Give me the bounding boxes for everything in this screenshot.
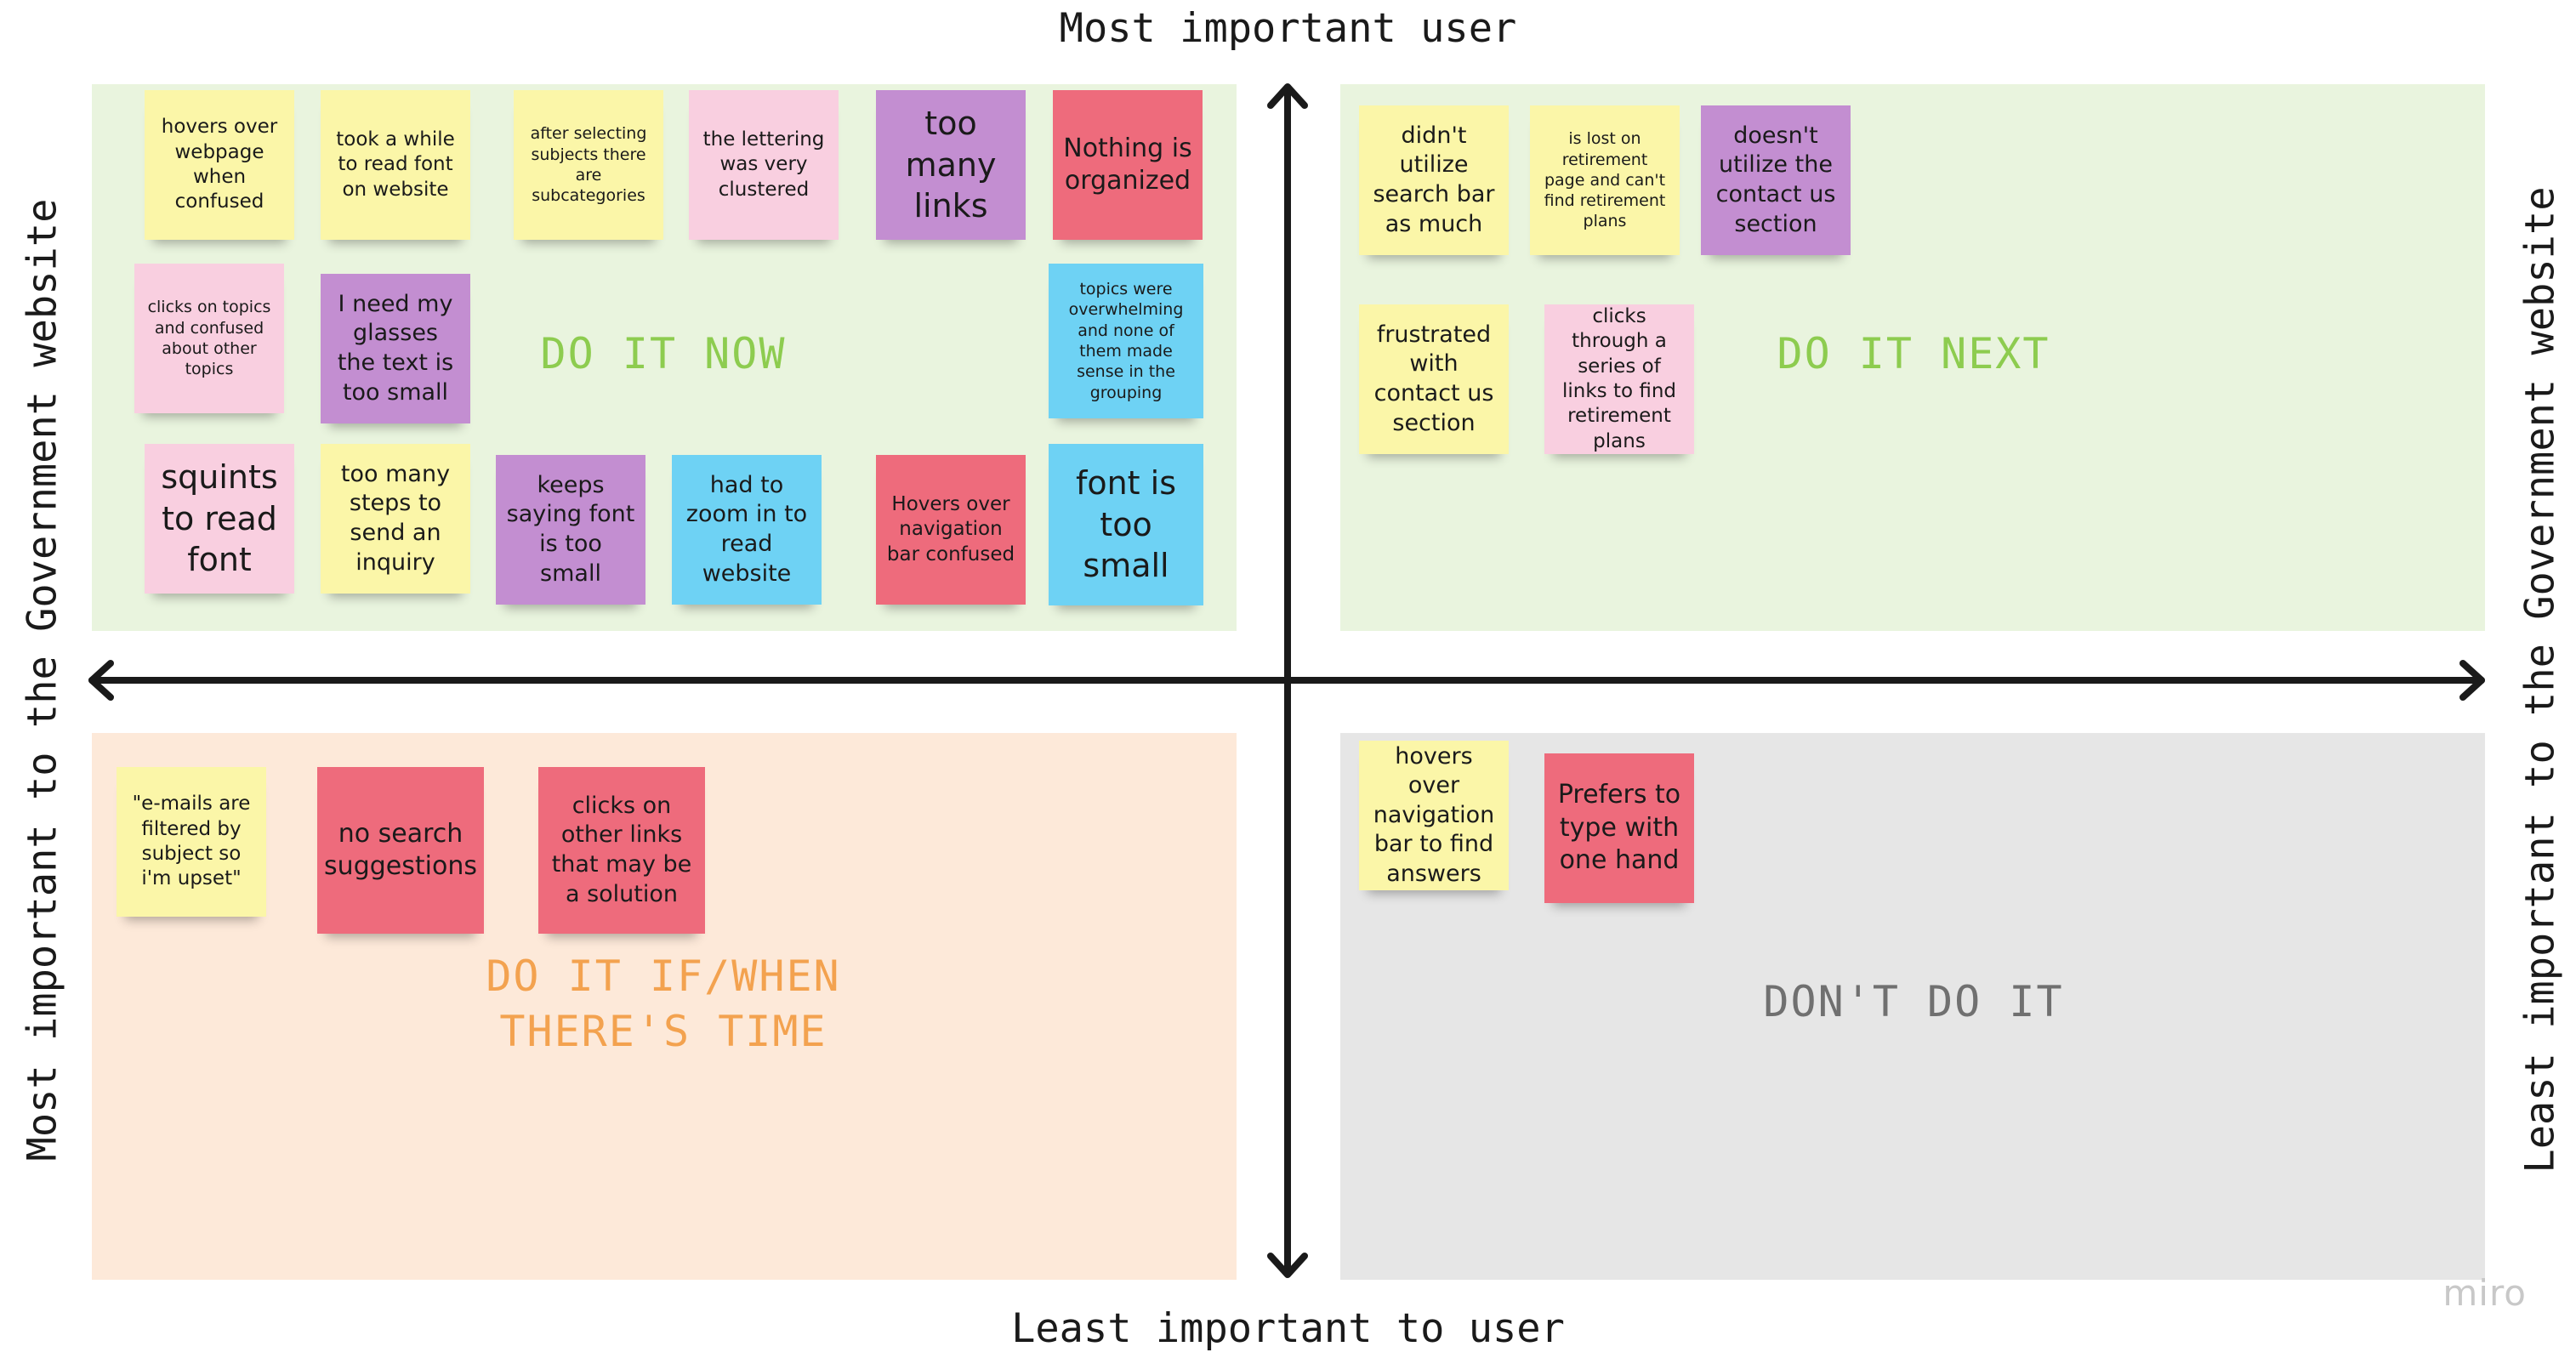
sticky-note[interactable]: Prefers to type with one hand <box>1544 753 1694 903</box>
sticky-note[interactable]: frustrated with contact us section <box>1359 304 1509 454</box>
miro-logo: miro <box>2442 1272 2527 1314</box>
sticky-note[interactable]: Hovers over navigation bar confused <box>876 455 1026 605</box>
sticky-note[interactable]: too many links <box>876 90 1026 240</box>
sticky-note[interactable]: keeps saying font is too small <box>496 455 645 605</box>
sticky-note[interactable]: didn't utilize search bar as much <box>1359 105 1509 255</box>
sticky-note[interactable]: doesn't utilize the contact us section <box>1701 105 1851 255</box>
sticky-note[interactable]: clicks on topics and confused about othe… <box>134 264 284 413</box>
arrow-right-icon <box>2459 660 2485 701</box>
quadrant-title-dont-do-it: DON'T DO IT <box>1763 977 2064 1026</box>
axis-label-bottom: Least important to user <box>1011 1305 1565 1352</box>
sticky-note[interactable]: clicks through a series of links to find… <box>1544 304 1694 454</box>
sticky-note[interactable]: clicks on other links that may be a solu… <box>538 767 705 934</box>
quadrant-title-do-it-now: DO IT NOW <box>540 329 787 378</box>
sticky-note[interactable]: after selecting subjects there are subca… <box>514 90 663 240</box>
arrow-down-icon <box>1267 1253 1308 1278</box>
quadrant-title-do-it-next: DO IT NEXT <box>1777 329 2050 378</box>
sticky-note[interactable]: squints to read font <box>145 444 294 594</box>
sticky-note[interactable]: is lost on retirement page and can't fin… <box>1530 105 1680 255</box>
sticky-note[interactable]: Nothing is organized <box>1053 90 1203 240</box>
sticky-note[interactable]: had to zoom in to read website <box>672 455 822 605</box>
quadrant-title-line-1: DO IT IF/WHEN <box>486 952 841 1001</box>
sticky-note[interactable]: font is too small <box>1049 444 1203 605</box>
sticky-note[interactable]: too many steps to send an inquiry <box>321 444 470 594</box>
sticky-note[interactable]: topics were overwhelming and none of the… <box>1049 264 1203 418</box>
sticky-note[interactable]: no search suggestions <box>317 767 484 934</box>
sticky-note[interactable]: hovers over navigation bar to find answe… <box>1359 741 1509 890</box>
axis-label-left: Most important to the Government website <box>19 198 66 1162</box>
quadrant-dont-do-it <box>1340 733 2485 1280</box>
sticky-note[interactable]: the lettering was very clustered <box>689 90 839 240</box>
quadrant-title-do-it-if-when: DO IT IF/WHEN THERE'S TIME <box>408 949 918 1060</box>
arrow-left-icon <box>88 660 114 701</box>
axis-label-top: Most important user <box>1059 5 1517 52</box>
arrow-up-icon <box>1267 83 1308 109</box>
sticky-note[interactable]: took a while to read font on website <box>321 90 470 240</box>
quadrant-title-line-2: THERE'S TIME <box>499 1007 827 1056</box>
sticky-note[interactable]: hovers over webpage when confused <box>145 90 294 240</box>
sticky-note[interactable]: "e-mails are filtered by subject so i'm … <box>117 767 266 917</box>
sticky-note[interactable]: I need my glasses the text is too small <box>321 274 470 423</box>
axis-label-right: Least important to the Government websit… <box>2516 186 2564 1173</box>
